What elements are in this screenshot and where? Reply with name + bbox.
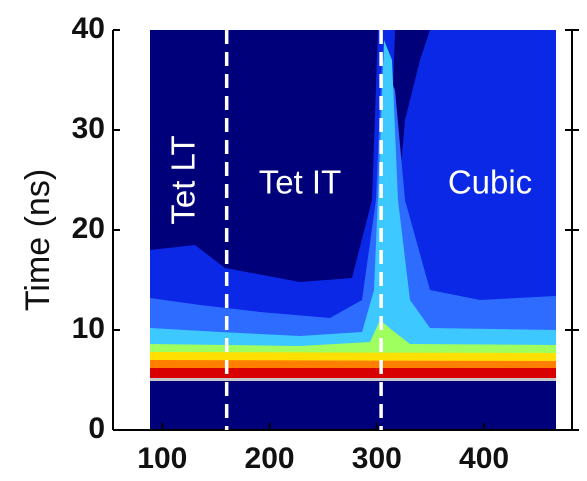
contour-field (150, 30, 556, 430)
y-tick-label: 10 (72, 312, 105, 345)
region-label: Tet IT (259, 164, 342, 201)
x-tick-label: 200 (245, 442, 295, 475)
y-tick-label: 30 (72, 112, 105, 145)
x-tick-label: 300 (352, 442, 402, 475)
region-label: Tet LT (165, 135, 202, 224)
x-tick-label: 100 (137, 442, 187, 475)
band-red (150, 368, 556, 378)
band-blue (150, 30, 556, 378)
y-tick-label: 40 (72, 12, 105, 45)
y-tick-label: 20 (72, 212, 105, 245)
y-axis-label: Time (ns) (19, 169, 57, 311)
x-tick-label: 400 (459, 442, 509, 475)
band-cyan (150, 40, 556, 378)
y-tick-label: 0 (88, 412, 105, 445)
band-line (150, 378, 556, 381)
region-label: Cubic (448, 164, 532, 201)
band-light-blue (150, 60, 556, 378)
band-navy-top (392, 30, 430, 200)
